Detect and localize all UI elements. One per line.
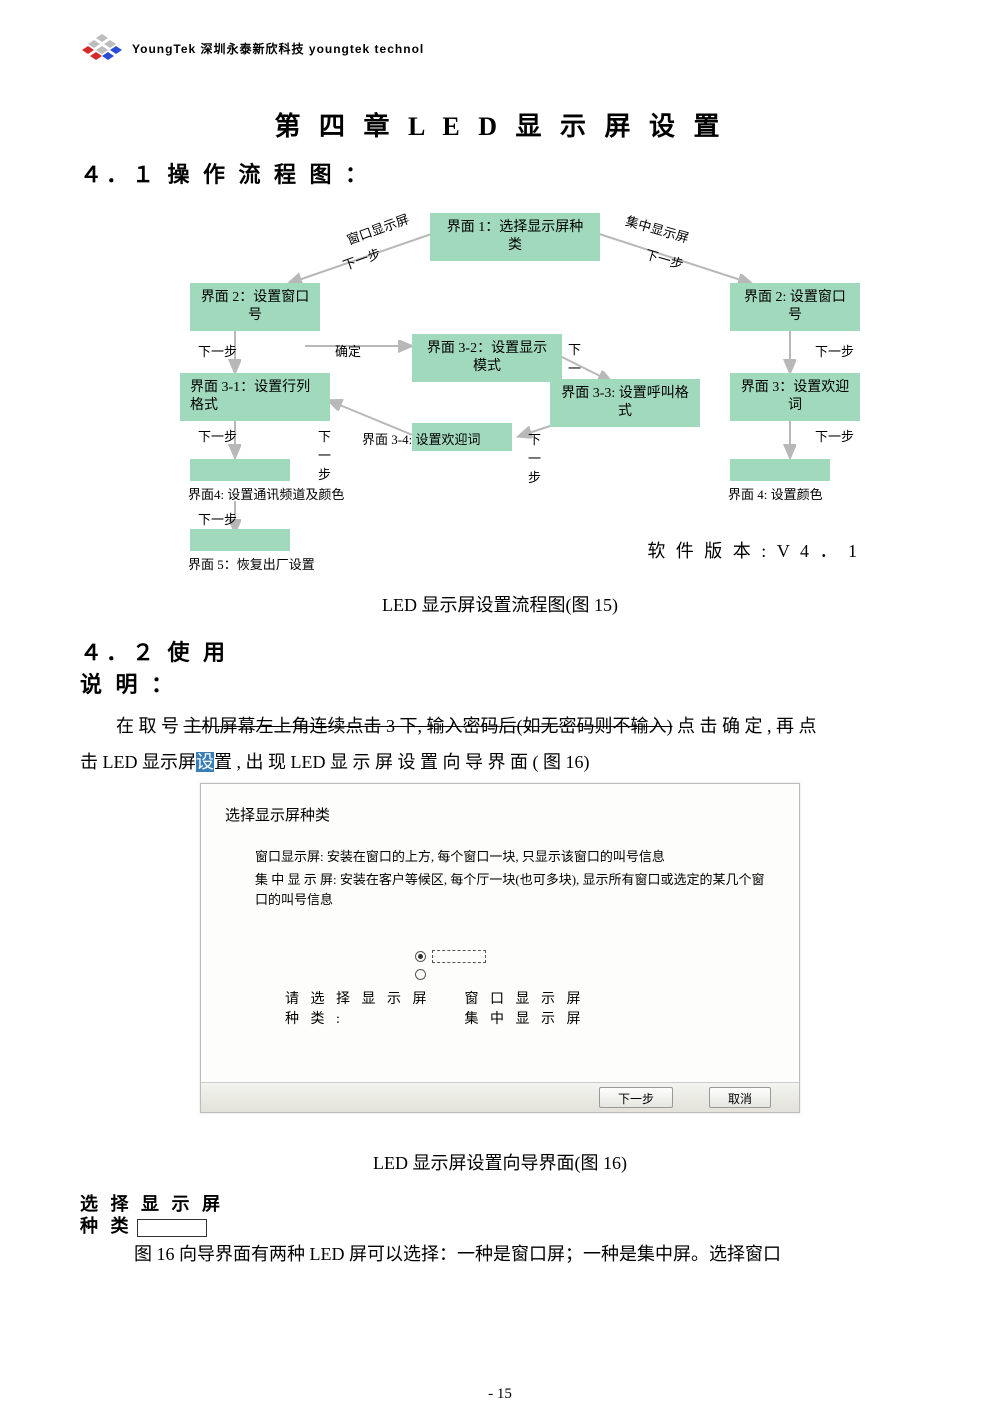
p1-c: 击 LED 显示屏 <box>80 752 196 772</box>
edge-label: 下一步 <box>815 341 854 360</box>
section-4-2-title-b: 说 明 ： <box>80 667 920 699</box>
software-version: 软 件 版 本 : V 4 ． 1 <box>647 537 860 563</box>
flow-node-4r: 界面 4: 设置颜色 <box>728 484 823 503</box>
radio-focus-rect <box>432 950 486 963</box>
section-4-1-title: ４．１ 操 作 流 程 图 ： <box>80 157 920 189</box>
wizard-dialog: 选择显示屏种类 窗口显示屏: 安装在窗口的上方, 每个窗口一块, 只显示该窗口的… <box>200 783 800 1113</box>
prompt-a: 请 选 择 显 示 屏 <box>285 988 431 1008</box>
chapter-title: 第 四 章 L E D 显 示 屏 设 置 <box>80 106 920 143</box>
radio-option-2[interactable] <box>415 969 426 980</box>
page-number: - 15 <box>0 1386 1000 1403</box>
dialog-desc-1: 窗口显示屏: 安装在窗口的上方, 每个窗口一块, 只显示该窗口的叫号信息 <box>255 847 775 867</box>
flow-node-3-4: 界面 3-4: 设置欢迎词 <box>362 429 492 448</box>
edge-label: 确定 <box>335 341 361 360</box>
sub-b: 种 类 <box>80 1215 133 1237</box>
flow-node-4l-box <box>190 459 290 481</box>
flow-node-3r: 界面 3：设置欢迎词 <box>730 373 860 421</box>
p1-d: 置 , 出 现 LED 显 示 屏 设 置 向 导 界 面 ( 图 16) <box>214 752 589 772</box>
flow-node-3-2: 界面 3-2：设置显示模式 <box>412 334 562 382</box>
logo-icon <box>80 30 124 66</box>
edge-label: 下一步 <box>318 426 336 483</box>
header: YoungTek 深圳永泰新欣科技 youngtek technol <box>80 30 920 66</box>
choice-labels: 请 选 择 显 示 屏 种 类 : 窗 口 显 示 屏 集 中 显 示 屏 <box>285 988 775 1028</box>
flow-node-3-3: 界面 3-3: 设置呼叫格式 <box>550 379 700 427</box>
flow-node-2r: 界面 2: 设置窗口号 <box>730 283 860 331</box>
edge-label: 下一步 <box>528 429 548 486</box>
section-4-2-title: ４．２ 使 用 <box>80 635 920 667</box>
flow-node-1: 界面 1：选择显示屏种类 <box>430 213 600 261</box>
edge-label: 下一步 <box>198 341 237 360</box>
option-2-label: 集 中 显 示 屏 <box>465 1008 585 1028</box>
company-name: YoungTek 深圳永泰新欣科技 youngtek technol <box>132 40 424 57</box>
flow-node-3-1: 界面 3-1：设置行列格式 <box>180 373 330 421</box>
option-1-label: 窗 口 显 示 屏 <box>465 988 585 1008</box>
flow-node-4l: 界面4: 设置通讯频道及颜色 <box>188 484 344 503</box>
flow-node-4r-box <box>730 459 830 481</box>
flow-node-5: 界面 5：恢复出厂设置 <box>188 554 328 573</box>
dialog-title: 选择显示屏种类 <box>225 804 775 825</box>
p1-strike: 主机屏幕左上角连续点击 3 下, 输入密码后(如无密码则不输入) <box>184 716 673 736</box>
figure-16-caption: LED 显示屏设置向导界面(图 16) <box>80 1149 920 1175</box>
paragraph-1: 在 取 号 主机屏幕左上角连续点击 3 下, 输入密码后(如无密码则不输入) 点… <box>80 711 920 741</box>
blank-box <box>137 1219 207 1237</box>
next-button[interactable]: 下一步 <box>599 1087 673 1108</box>
flowchart: 界面 1：选择显示屏种类 窗口显示屏 下一步 集中显示屏 下一步 界面 2：设置… <box>80 201 920 581</box>
paragraph-2: 图 16 向导界面有两种 LED 屏可以选择：一种是窗口屏；一种是集中屏。选择窗… <box>80 1239 920 1269</box>
dialog-footer: 下一步 取消 <box>201 1082 799 1112</box>
edge-label: 下一步 <box>198 509 237 528</box>
sub-a: 选 择 显 示 屏 <box>80 1193 224 1215</box>
figure-15-caption: LED 显示屏设置流程图(图 15) <box>80 591 920 617</box>
select-type-heading: 选 择 显 示 屏 种 类 <box>80 1193 920 1237</box>
prompt-b: 种 类 : <box>285 1008 431 1028</box>
flow-node-2l: 界面 2：设置窗口号 <box>190 283 320 331</box>
radio-group <box>415 950 775 980</box>
dialog-desc-2: 集 中 显 示 屏: 安装在客户等候区, 每个厅一块(也可多块), 显示所有窗口… <box>255 870 775 910</box>
flow-node-5-box <box>190 529 290 551</box>
radio-option-1[interactable] <box>415 951 426 962</box>
edge-label: 下一步 <box>198 426 237 445</box>
edge-label: 下一步 <box>815 426 854 445</box>
cancel-button[interactable]: 取消 <box>709 1087 771 1108</box>
p1-hl: 设 <box>196 752 214 772</box>
paragraph-1-line2: 击 LED 显示屏设置 , 出 现 LED 显 示 屏 设 置 向 导 界 面 … <box>80 747 920 777</box>
p1-b: 点 击 确 定 , 再 点 <box>673 716 817 736</box>
p1-a: 在 取 号 <box>116 716 184 736</box>
